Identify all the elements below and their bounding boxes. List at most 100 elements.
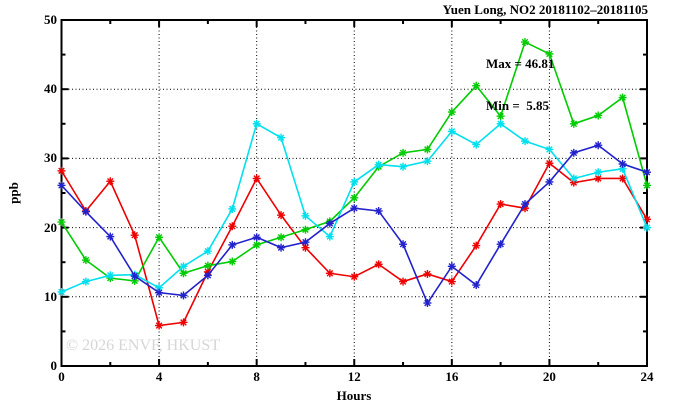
min-value-label: Min = 5.85 [486,98,550,113]
series-red-marker [130,231,139,240]
y-tick-label: 50 [44,12,57,27]
series-green-marker [643,181,651,190]
series-blue-marker [179,291,188,300]
series-blue-marker [374,206,383,215]
series-cyan-marker [618,164,627,173]
series-green-marker [496,112,505,121]
x-tick-label: 20 [542,369,556,384]
series-green-marker [472,81,481,90]
series-blue-marker [203,271,212,280]
series-green-marker [569,119,578,128]
y-tick-label: 40 [44,81,57,97]
series-cyan-marker [350,177,359,186]
series-green-marker [423,145,432,154]
series-green-marker [252,240,261,249]
series-blue-marker [399,240,408,249]
series-blue-marker [277,243,286,252]
series-red-marker [57,166,66,175]
series-blue-marker [618,159,627,168]
series-cyan-marker [106,271,115,280]
series-blue-marker [545,177,554,186]
series-cyan-marker [374,160,383,169]
series-cyan-marker [325,232,334,241]
series-red-marker [277,211,286,220]
series-cyan-marker [277,133,286,142]
series-red-marker [155,321,164,330]
series-green-marker [81,256,90,265]
series-cyan-marker [643,223,651,232]
series-red-marker [618,174,627,183]
series-red-marker [228,222,237,231]
series-green-marker [545,49,554,58]
series-cyan-marker [399,162,408,171]
x-tick-label: 0 [58,369,65,384]
series-red-marker [350,272,359,281]
series-blue-marker [155,288,164,297]
series-green-marker [57,218,66,227]
series-cyan-marker [57,287,66,296]
y-tick-label: 30 [44,150,57,166]
series-cyan-marker [594,168,603,177]
y-axis-title: ppb [6,182,21,204]
series-red-marker [399,277,408,286]
series-cyan-marker [521,137,530,146]
series-red-marker [496,200,505,209]
x-tick-label: 12 [347,369,361,384]
series-blue-marker [447,262,456,271]
series-red-marker [301,243,310,252]
series-cyan-marker [203,247,212,256]
series-red-marker [325,269,334,278]
series-red-marker [472,241,481,250]
series-blue-marker [521,200,530,209]
x-tick-label: 8 [253,369,260,384]
series-blue-marker [350,204,359,213]
max-value-label: Max = 46.81 [486,56,555,71]
series-green-marker [155,233,164,242]
series-green-marker [618,93,627,102]
series-cyan-marker [496,119,505,128]
series-cyan-marker [81,277,90,286]
series-red-marker [252,174,261,183]
series-red-marker [545,159,554,168]
x-tick-label: 4 [155,369,163,384]
series-cyan-marker [179,262,188,271]
series-cyan-marker [447,127,456,136]
series-cyan-marker [228,204,237,213]
series-blue-marker [472,281,481,290]
series-cyan-marker [252,119,261,128]
series-green-marker [179,269,188,278]
series-green-marker [350,193,359,202]
series-red-marker [447,277,456,286]
series-red-marker [179,318,188,327]
x-axis-title: Hours [336,388,372,403]
series-blue-marker [228,240,237,249]
series-blue-marker [106,232,115,241]
series-blue-marker [643,168,651,177]
series-red-marker [423,269,432,278]
series-cyan-marker [301,211,310,220]
series-blue-marker [252,233,261,242]
series-blue-marker [594,141,603,150]
series-blue-marker [130,272,139,281]
x-tick-label: 24 [640,369,654,384]
series-blue-marker [301,238,310,247]
x-tick-label: 16 [445,369,459,384]
series-green-marker [447,108,456,117]
series-red-marker [374,260,383,269]
series-blue-marker [325,219,334,228]
series-green-marker [594,111,603,120]
series-green-marker [228,257,237,266]
series-blue-marker [81,207,90,216]
y-tick-label: 20 [44,219,57,235]
series-green-marker [277,233,286,242]
series-cyan-marker [545,145,554,154]
chart-title: Yuen Long, NO2 20181102–20181105 [442,2,648,17]
watermark: © 2026 ENVF, HKUST [66,337,220,354]
series-blue-marker [423,299,432,308]
series-green-marker [521,38,530,47]
series-green-marker [399,148,408,157]
series-red-marker [106,177,115,186]
y-tick-label: 10 [44,288,57,304]
